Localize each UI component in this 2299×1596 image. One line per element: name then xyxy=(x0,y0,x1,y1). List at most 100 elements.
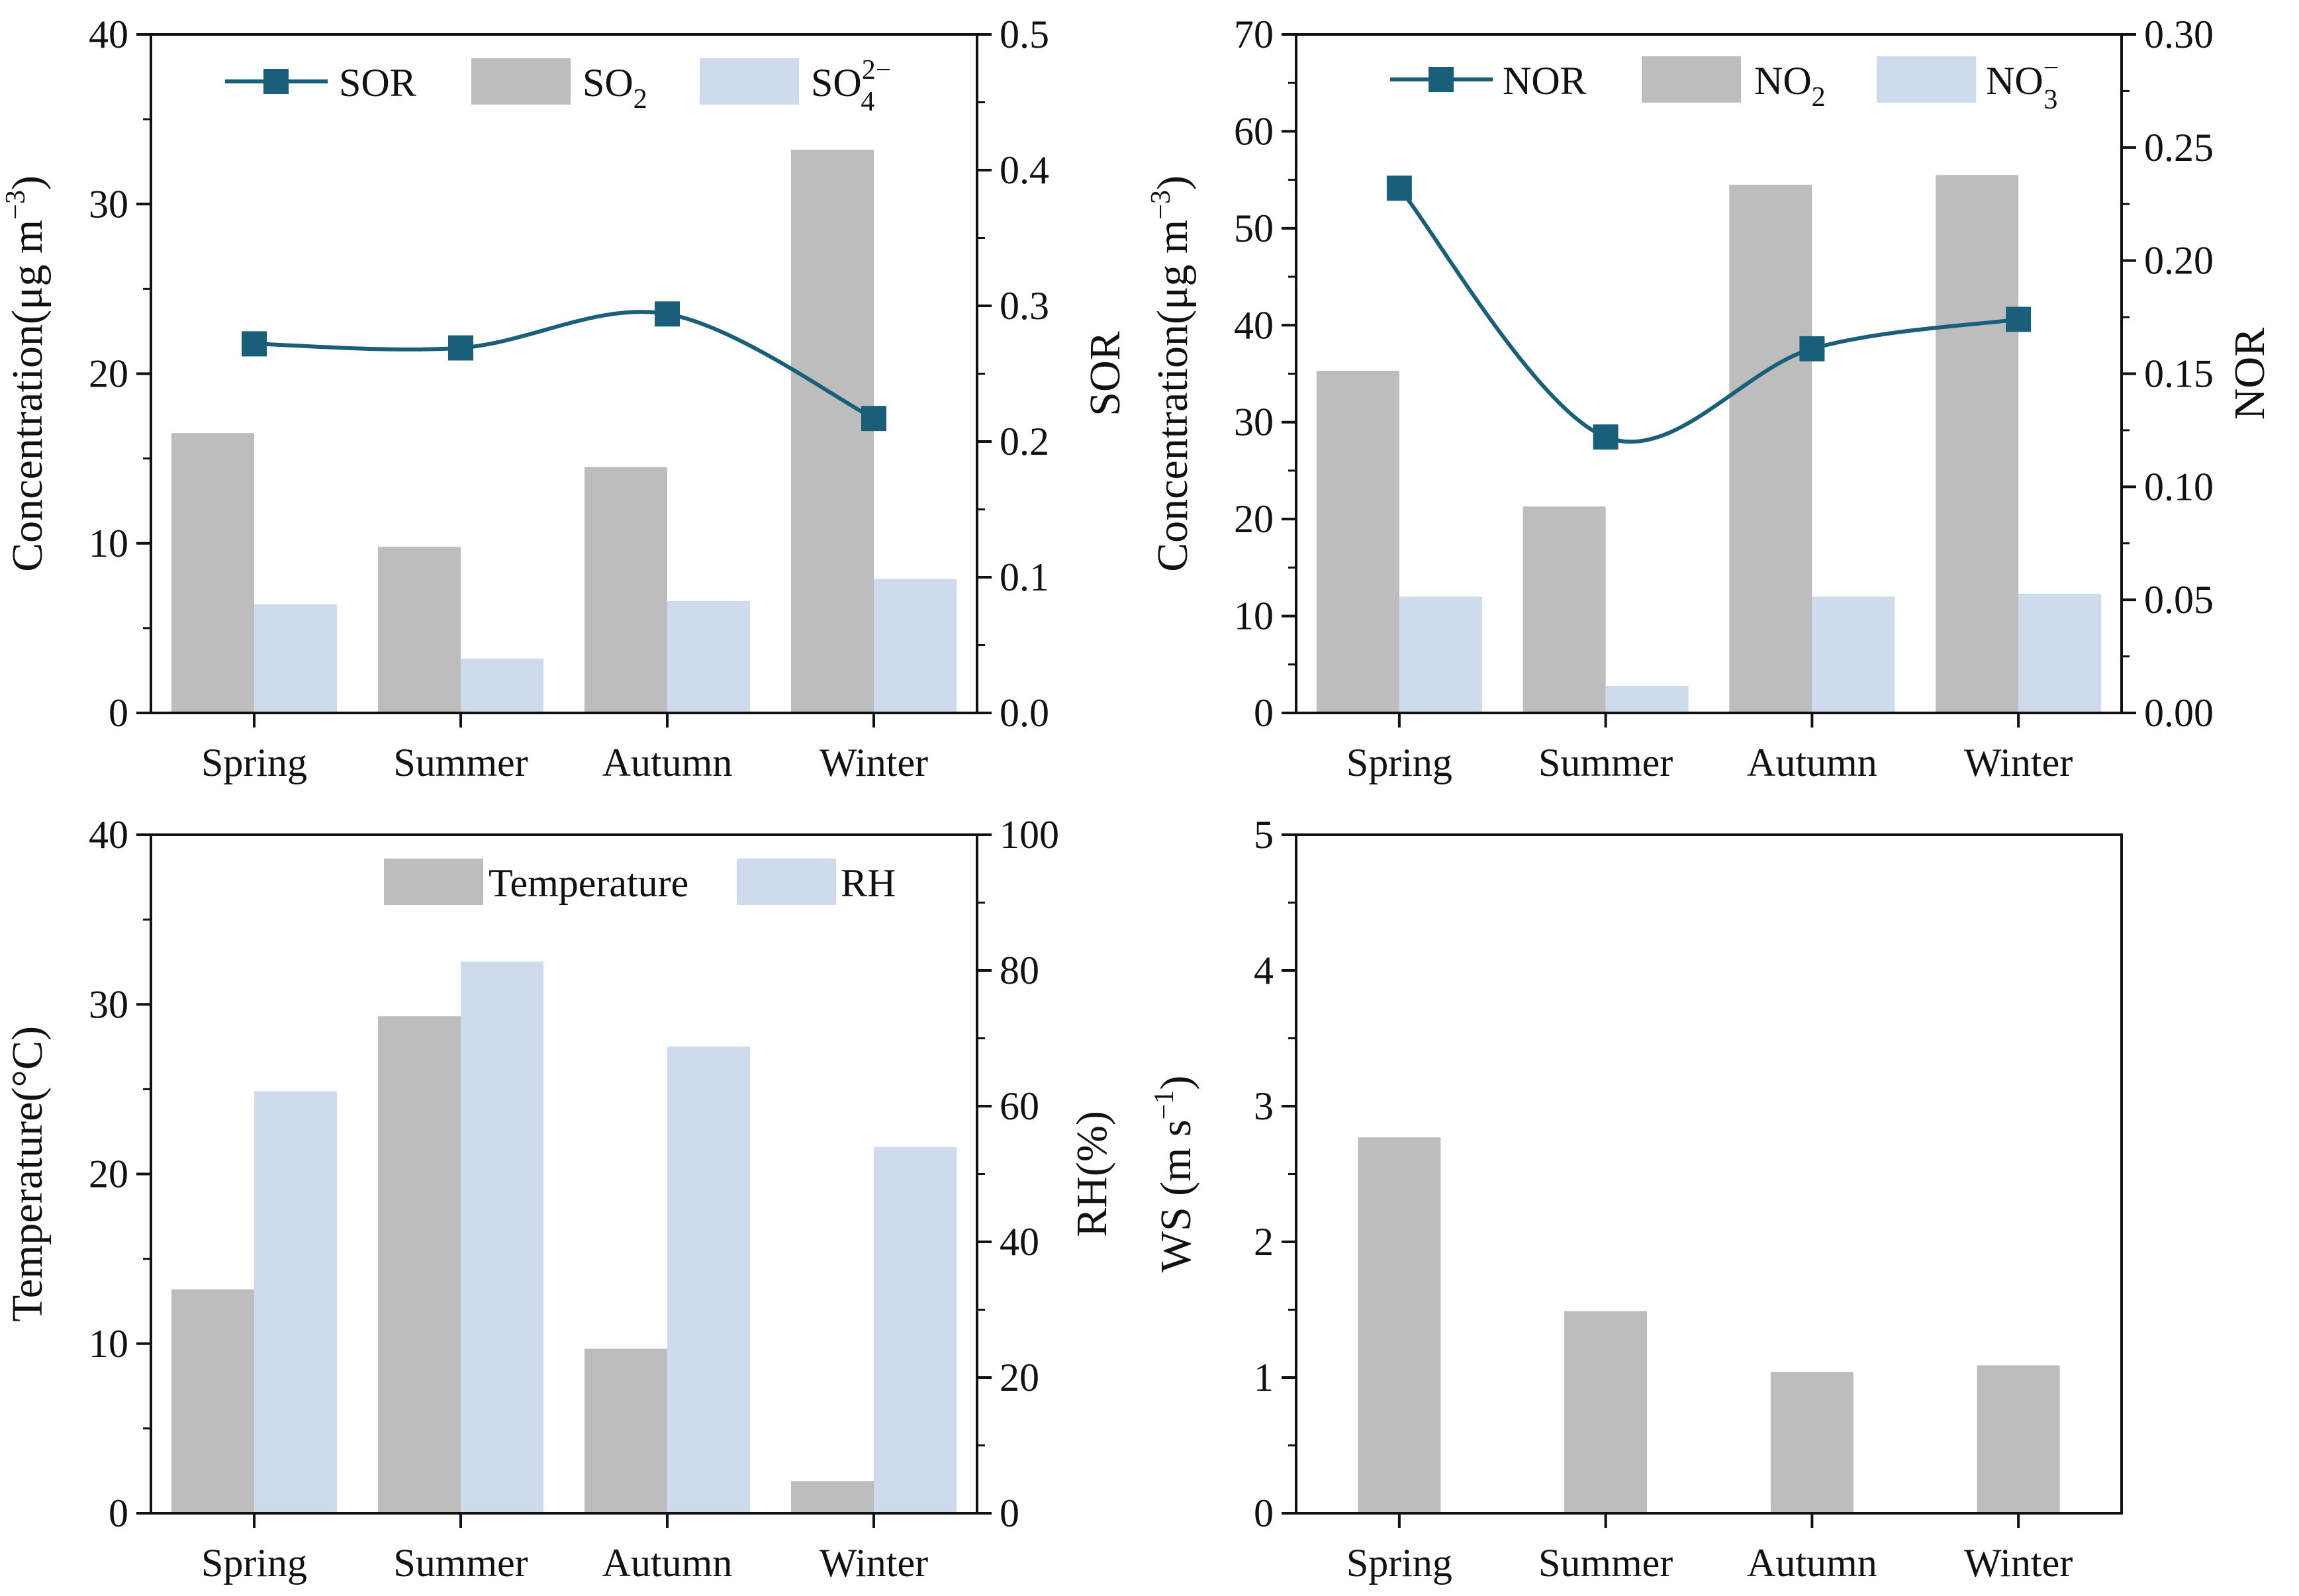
legend-marker-sor xyxy=(263,69,289,94)
y-left-axis-title: Concentration(μg m−3) xyxy=(1,175,52,572)
label-part: NOR xyxy=(2226,328,2274,420)
y-right-tick-label: 0.10 xyxy=(2144,465,2214,508)
y-left-axis-title: WS (m s−1) xyxy=(1149,1076,1200,1273)
y-left-tick-label: 10 xyxy=(1234,594,1274,638)
bar-temperature-winter xyxy=(791,1481,874,1513)
bar-no-spring xyxy=(1316,371,1399,713)
label-part: Temperature xyxy=(489,861,688,905)
y-left-tick-label: 2 xyxy=(1254,1220,1274,1264)
y-right-tick-label: 0.20 xyxy=(2144,239,2214,283)
bar-so-summer xyxy=(461,659,543,713)
label-part: −3 xyxy=(1146,190,1176,220)
y-right-tick-label: 0.00 xyxy=(2144,691,2214,735)
y-left-tick-label: 30 xyxy=(1234,400,1274,444)
bar-no-summer xyxy=(1605,686,1689,713)
legend-label: NO− 3 xyxy=(1986,53,2059,115)
y-right-tick-label: 80 xyxy=(1000,949,1039,992)
x-tick-label-autumn: Autumn xyxy=(602,1541,733,1585)
label-part: SO xyxy=(811,61,862,105)
bar-temperature-autumn xyxy=(585,1348,667,1513)
bar-so-winter xyxy=(791,150,874,713)
y-right-tick-label: 20 xyxy=(1000,1356,1039,1399)
label-part: SOR xyxy=(1081,331,1129,416)
label-part: WS (m s xyxy=(1152,1119,1200,1272)
x-tick-label-autumn: Autumn xyxy=(1747,741,1877,784)
legend-swatch xyxy=(700,58,799,105)
y-right-tick-label: 0.0 xyxy=(1000,691,1049,735)
y-left-tick-label: 30 xyxy=(89,182,128,226)
marker-sor-autumn xyxy=(655,301,680,327)
label-part: 4 xyxy=(861,87,874,117)
y-right-tick-label: 60 xyxy=(1000,1084,1039,1128)
legend-label: SO2− 4 xyxy=(811,55,891,117)
legend-marker-nor xyxy=(1429,67,1454,92)
bar-temperature-summer xyxy=(378,1016,461,1513)
bar-so-winter xyxy=(874,579,957,713)
x-tick-label-spring: Spring xyxy=(201,1541,307,1585)
y-left-tick-label: 5 xyxy=(1254,813,1274,857)
x-tick-label-summer: Summer xyxy=(1538,1541,1673,1585)
label-part: NOR xyxy=(1503,59,1587,103)
label-part: −3 xyxy=(1,190,31,220)
y-left-tick-label: 30 xyxy=(89,982,128,1026)
bar-so-spring xyxy=(254,604,337,713)
y-right-tick-label: 0.3 xyxy=(1000,284,1049,328)
legend-label: SO2 xyxy=(583,61,647,115)
legend-label: Temperature xyxy=(489,861,688,905)
marker-sor-spring xyxy=(242,331,267,357)
y-left-tick-label: 20 xyxy=(1234,497,1274,541)
x-tick-label-winter: Winter xyxy=(820,741,928,784)
y-left-tick-label: 0 xyxy=(1254,1491,1274,1535)
y-right-tick-label: 0.2 xyxy=(1000,420,1049,463)
y-right-axis-title: SOR xyxy=(1081,331,1129,416)
y-left-tick-label: 50 xyxy=(1234,207,1274,250)
y-left-tick-label: 70 xyxy=(1234,13,1274,56)
y-right-tick-label: 0.15 xyxy=(2144,352,2214,396)
x-tick-label-autumn: Autumn xyxy=(1747,1541,1877,1585)
y-left-tick-label: 20 xyxy=(89,1152,128,1196)
legend-swatch xyxy=(737,859,836,905)
chart-panel-1: 0 10 20 30 40 0.0 0.1 0.2 0.3 0.4 0.5 Spring Summer A… xyxy=(1,13,1129,784)
y-left-tick-label: 0 xyxy=(1254,691,1274,735)
bar-no-summer xyxy=(1523,506,1606,713)
y-right-tick-label: 0.5 xyxy=(1000,13,1049,56)
chart-panel-4: 0 1 2 3 4 5 Spring Summer Autumn Winter WS (m s−1) xyxy=(1149,813,2123,1585)
x-tick-label-summer: Summer xyxy=(393,741,528,784)
y-left-tick-label: 1 xyxy=(1254,1356,1274,1399)
marker-sor-winter xyxy=(861,406,886,432)
legend-swatch xyxy=(384,859,483,905)
bar-ws-winter xyxy=(1977,1365,2060,1513)
label-part: 2− xyxy=(862,55,892,85)
x-tick-label-winter: Winter xyxy=(820,1541,928,1585)
y-right-tick-label: 0.1 xyxy=(1000,555,1049,599)
bar-no-winter xyxy=(2018,593,2102,713)
bar-no-autumn xyxy=(1812,596,1895,713)
chart-panel-2: 0 10 20 30 40 50 60 70 0.00 0.05 0.10 0.15 0.20 0.25 0… xyxy=(1146,13,2274,784)
label-part: NO xyxy=(1754,59,1812,103)
y-left-tick-label: 40 xyxy=(89,13,128,56)
legend-label: NOR xyxy=(1503,59,1587,103)
chart-panel-3: 0 10 20 30 40 0 20 40 60 80 100 Spring Summer Autumn W… xyxy=(3,813,1116,1585)
marker-nor-summer xyxy=(1593,424,1619,450)
y-right-axis-title: RH(%) xyxy=(1068,1111,1116,1237)
y-left-tick-label: 10 xyxy=(89,1322,128,1366)
label-part: Concentration(μg m xyxy=(3,220,52,572)
label-part: SOR xyxy=(339,61,416,105)
bar-ws-summer xyxy=(1564,1311,1648,1513)
y-left-tick-label: 4 xyxy=(1254,949,1274,992)
line-sor xyxy=(254,310,875,420)
x-tick-label-summer: Summer xyxy=(393,1541,528,1585)
bar-rh-spring xyxy=(254,1091,337,1513)
legend-panel-3: Temperature RH xyxy=(384,859,896,905)
bar-rh-winter xyxy=(874,1147,957,1513)
x-tick-label-winter: Winter xyxy=(1964,741,2073,784)
label-part: Temperature(°C) xyxy=(3,1026,52,1322)
y-left-tick-label: 40 xyxy=(89,813,128,857)
legend-label: NO2 xyxy=(1754,59,1826,113)
bar-rh-summer xyxy=(461,961,543,1513)
y-right-tick-label: 100 xyxy=(1000,813,1059,857)
marker-nor-spring xyxy=(1386,175,1412,201)
legend-label: RH xyxy=(841,861,896,905)
label-part: 3 xyxy=(2043,85,2057,115)
